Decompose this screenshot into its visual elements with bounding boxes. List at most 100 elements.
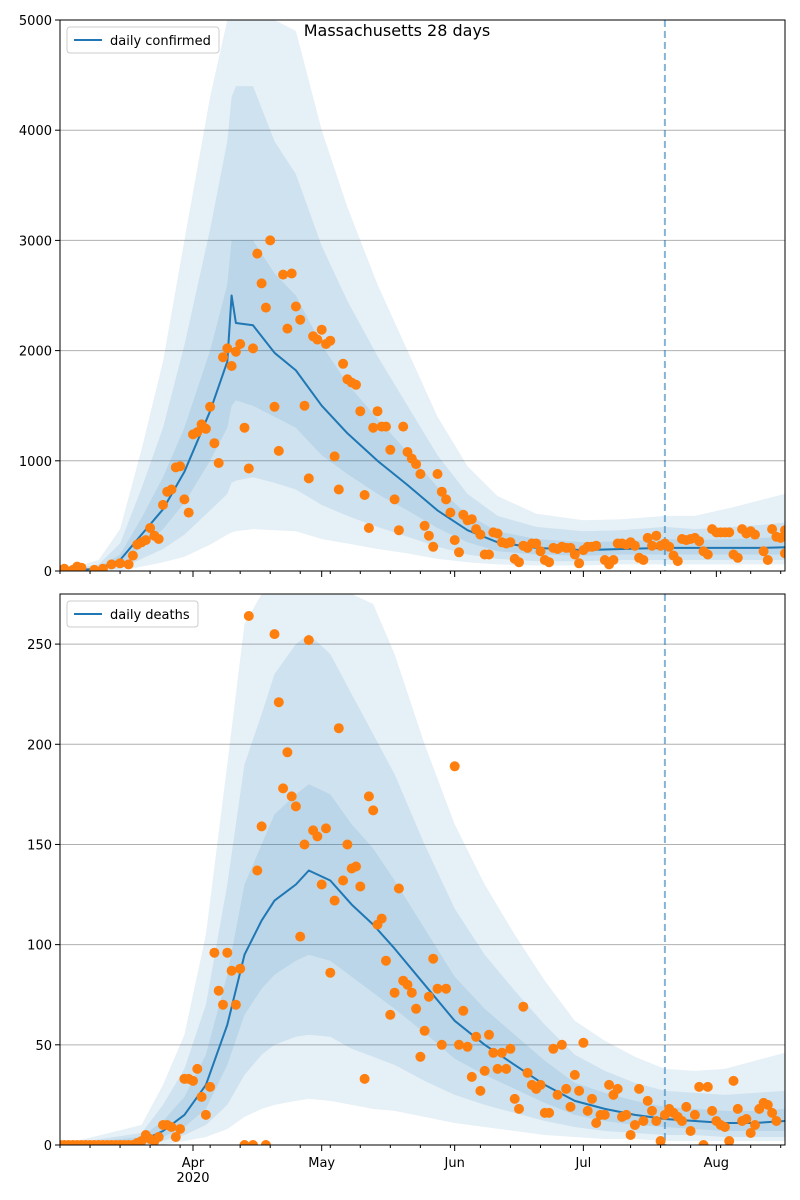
- uncertainty-band-3: [60, 594, 785, 1145]
- observed-point: [612, 1083, 623, 1094]
- observed-point: [454, 547, 464, 558]
- observed-point: [248, 1140, 258, 1145]
- observed-point: [218, 352, 228, 363]
- observed-point: [140, 535, 151, 546]
- observed-point: [179, 494, 190, 505]
- observed-point: [707, 1105, 718, 1116]
- observed-point: [780, 525, 785, 536]
- observed-point: [325, 967, 336, 978]
- observed-point: [325, 335, 336, 346]
- observed-point: [681, 1101, 692, 1112]
- observed-point: [213, 985, 224, 996]
- observed-point: [333, 484, 344, 495]
- observed-point: [432, 469, 443, 479]
- observed-point: [445, 507, 456, 518]
- observed-point: [574, 558, 585, 569]
- observed-point: [295, 314, 306, 325]
- observed-point: [243, 611, 254, 621]
- observed-point: [290, 301, 301, 312]
- observed-point: [578, 1037, 589, 1048]
- observed-point: [522, 1067, 533, 1078]
- observed-point: [312, 334, 323, 345]
- observed-point: [385, 444, 396, 455]
- deaths-uncertainty-bands: [60, 594, 785, 1145]
- observed-point: [484, 1029, 494, 1040]
- model-line-fit: [60, 869, 666, 1145]
- observed-point: [771, 1116, 782, 1126]
- observed-point: [342, 839, 353, 850]
- x-tick-label: Jun: [444, 1156, 465, 1171]
- observed-point: [728, 1075, 739, 1086]
- observed-point: [299, 839, 310, 850]
- observed-point: [385, 1009, 396, 1020]
- observed-point: [454, 1039, 464, 1050]
- observed-point: [243, 463, 254, 474]
- observed-point: [286, 791, 297, 802]
- observed-point: [175, 461, 186, 472]
- observed-point: [466, 514, 477, 525]
- x-tick-label: Jul: [575, 1156, 592, 1171]
- observed-point: [222, 947, 233, 958]
- observed-point: [372, 406, 383, 417]
- observed-point: [762, 555, 773, 565]
- observed-point: [389, 987, 400, 998]
- observed-point: [235, 339, 246, 349]
- y-tick-label: 0: [44, 1139, 52, 1154]
- observed-point: [762, 1099, 773, 1110]
- y-tick-label: 200: [27, 738, 52, 753]
- observed-point: [750, 1120, 760, 1130]
- observed-point: [647, 1105, 657, 1116]
- observed-point: [428, 953, 439, 964]
- observed-point: [192, 1063, 203, 1074]
- observed-point: [548, 1043, 559, 1054]
- observed-point: [745, 1128, 756, 1138]
- observed-point: [475, 1085, 486, 1096]
- observed-point: [209, 438, 220, 449]
- observed-point: [389, 494, 400, 505]
- observed-point: [188, 1075, 198, 1086]
- observed-point: [685, 1126, 696, 1136]
- observed-point: [299, 400, 310, 411]
- x-tick-label: Aug: [704, 1156, 729, 1171]
- observed-point: [213, 458, 224, 468]
- observed-point: [561, 1083, 572, 1094]
- observed-point: [484, 549, 494, 560]
- confirmed-legend: daily confirmed: [66, 26, 220, 54]
- figure-title: Massachusetts 28 days: [304, 21, 491, 40]
- observed-point: [621, 1109, 632, 1120]
- observed-point: [260, 1140, 271, 1145]
- uncertainty-band-2: [60, 634, 785, 1145]
- observed-point: [359, 490, 370, 500]
- observed-point: [158, 499, 168, 510]
- observed-point: [569, 549, 580, 560]
- observed-point: [363, 791, 374, 802]
- legend-label: daily confirmed: [110, 34, 211, 49]
- observed-point: [642, 1095, 653, 1106]
- observed-point: [591, 540, 602, 551]
- observed-point: [625, 1130, 636, 1140]
- observed-point: [265, 235, 276, 246]
- y-tick-label: 5000: [19, 14, 52, 29]
- observed-point: [505, 1043, 516, 1054]
- observed-point: [273, 697, 284, 708]
- observed-point: [252, 248, 263, 259]
- observed-point: [767, 524, 778, 535]
- observed-point: [672, 556, 683, 567]
- legend-box: [66, 600, 199, 628]
- observed-point: [166, 484, 177, 495]
- observed-point: [702, 549, 713, 560]
- observed-point: [449, 535, 460, 546]
- observed-point: [321, 823, 331, 834]
- y-tick-label: 100: [27, 939, 52, 954]
- observed-point: [398, 421, 409, 432]
- observed-point: [200, 1109, 211, 1120]
- observed-point: [677, 1116, 687, 1126]
- deaths-legend: daily deaths: [66, 600, 199, 628]
- observed-point: [514, 1103, 524, 1114]
- observed-point: [750, 529, 760, 540]
- confirmed-panel: 0 1000 2000 3000 4000 5000 daily confirmed: [19, 14, 786, 580]
- observed-point: [355, 406, 366, 417]
- observed-point: [462, 1041, 473, 1052]
